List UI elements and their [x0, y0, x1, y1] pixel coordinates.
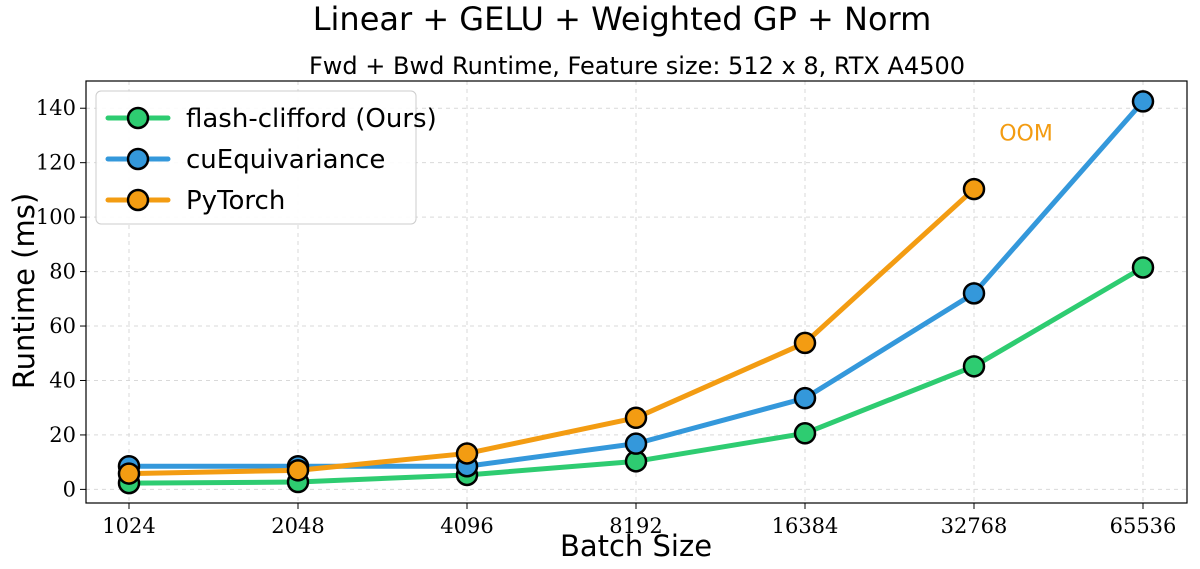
legend-label-pytorch: PyTorch: [186, 186, 285, 216]
x-axis-label: Batch Size: [560, 529, 712, 563]
data-point-cuequivariance: [793, 386, 817, 410]
y-tick-label: 100: [36, 205, 76, 229]
x-tick-label: 2048: [271, 514, 324, 538]
y-tick-label: 0: [63, 477, 76, 501]
legend-entries: flash-clifford (Ours) cuEquivariance PyTor…: [105, 104, 437, 216]
data-point-flash-clifford-ours: [793, 422, 817, 445]
data-point-pytorch: [793, 331, 817, 355]
legend-marker-flash-clifford-ours: [126, 106, 150, 130]
annotation-layer: OOM: [999, 122, 1053, 147]
legend: flash-clifford (Ours) cuEquivariance PyTor…: [95, 90, 437, 225]
x-tick-label: 8192: [609, 514, 662, 538]
chart-subtitle: Fwd + Bwd Runtime, Feature size: 512 x 8…: [309, 52, 965, 80]
x-tick-label: 32768: [941, 514, 1008, 538]
y-tick-label: 20: [49, 423, 76, 447]
data-point-cuequivariance: [624, 432, 648, 455]
legend-marker-cuequivariance: [126, 147, 150, 171]
y-tick-label: 40: [49, 368, 76, 392]
y-tick-label: 140: [36, 96, 76, 120]
legend-label-cuequivariance: cuEquivariance: [186, 145, 385, 175]
x-tick-label: 4096: [440, 514, 493, 538]
series-layer: [117, 90, 1155, 495]
y-tick-label: 80: [49, 260, 76, 284]
data-point-pytorch: [117, 462, 141, 485]
y-tick-label: 60: [49, 314, 76, 338]
chart-title: Linear + GELU + Weighted GP + Norm: [313, 0, 932, 38]
x-tick-label: 1024: [102, 514, 155, 538]
legend-marker-pytorch: [126, 188, 150, 212]
y-axis-label: Runtime (ms): [7, 193, 41, 389]
x-tick-label: 65536: [1110, 514, 1177, 538]
legend-label-flash-clifford-ours: flash-clifford (Ours): [186, 104, 437, 134]
data-point-cuequivariance: [962, 282, 986, 305]
oom-annotation: OOM: [999, 122, 1053, 147]
data-point-flash-clifford-ours: [1131, 256, 1155, 279]
x-tick-label: 16384: [772, 514, 839, 538]
legend-box: [95, 90, 417, 225]
data-point-flash-clifford-ours: [962, 355, 986, 378]
data-point-pytorch: [455, 442, 479, 465]
tick-layer: 0 20 40 60 80 100 120 140 1024 2048 4096 8192 16384 3…: [36, 96, 1177, 538]
data-point-pytorch: [286, 459, 310, 482]
data-point-pytorch: [962, 177, 986, 201]
y-tick-label: 120: [36, 151, 76, 175]
data-point-cuequivariance: [1131, 90, 1155, 113]
series-line-pytorch: [126, 186, 977, 477]
data-point-pytorch: [624, 406, 648, 430]
